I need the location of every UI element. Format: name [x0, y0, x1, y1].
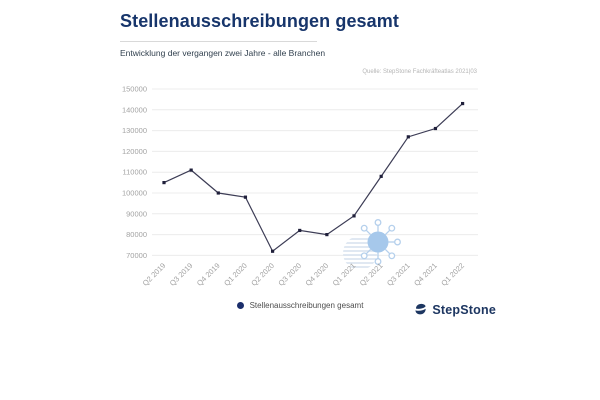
svg-text:Q2 2019: Q2 2019 — [141, 261, 168, 288]
legend-marker-icon — [236, 302, 244, 309]
svg-text:Q2 2020: Q2 2020 — [249, 261, 276, 288]
data-series — [162, 101, 465, 253]
svg-text:90000: 90000 — [126, 209, 147, 218]
svg-text:Q4 2020: Q4 2020 — [304, 261, 331, 288]
stepstone-logo: StepStone — [413, 302, 496, 317]
svg-text:80000: 80000 — [126, 230, 147, 239]
grid-lines — [152, 88, 478, 256]
source-note: Quelle: StepStone Fachkräfteatlas 2021|0… — [362, 69, 477, 75]
page-title: Stellenausschreibungen gesamt — [120, 11, 399, 31]
title-divider — [120, 41, 317, 42]
svg-text:Q1 2020: Q1 2020 — [222, 261, 249, 288]
svg-text:130000: 130000 — [122, 126, 147, 135]
line-chart-svg: 70000 80000 90000 100000 110000 120000 130000 1… — [122, 85, 478, 288]
svg-text:100000: 100000 — [122, 189, 147, 198]
svg-text:120000: 120000 — [122, 147, 147, 156]
svg-text:Q4 2021: Q4 2021 — [412, 261, 439, 288]
coronavirus-icon — [343, 219, 401, 270]
svg-text:Q3 2020: Q3 2020 — [276, 261, 303, 288]
svg-text:Q1 2022: Q1 2022 — [439, 261, 466, 288]
svg-text:Q1 2021: Q1 2021 — [331, 261, 358, 288]
svg-text:150000: 150000 — [122, 85, 147, 94]
y-axis-labels: 70000 80000 90000 100000 110000 120000 130000 1… — [122, 85, 147, 260]
chart-subtitle: Entwicklung der vergangen zwei Jahre - a… — [120, 48, 326, 58]
svg-text:140000: 140000 — [122, 105, 147, 114]
line-chart: 70000 80000 90000 100000 110000 120000 130000 1… — [110, 82, 490, 300]
svg-text:110000: 110000 — [123, 168, 147, 177]
legend-label: Stellenausschreibungen gesamt — [249, 301, 364, 310]
svg-text:Q3 2021: Q3 2021 — [385, 261, 412, 288]
svg-text:Q3 2019: Q3 2019 — [168, 261, 195, 288]
svg-text:Q4 2019: Q4 2019 — [195, 261, 222, 288]
svg-text:70000: 70000 — [126, 251, 147, 260]
chart-legend: Stellenausschreibungen gesamt — [110, 301, 490, 310]
stepstone-logo-text: StepStone — [432, 302, 496, 317]
stepstone-logo-icon — [415, 303, 427, 315]
virus-body — [367, 231, 389, 253]
x-axis-labels: Q2 2019 Q3 2019 Q4 2019 Q1 2020 Q2 2020 Q3 20… — [141, 261, 466, 288]
